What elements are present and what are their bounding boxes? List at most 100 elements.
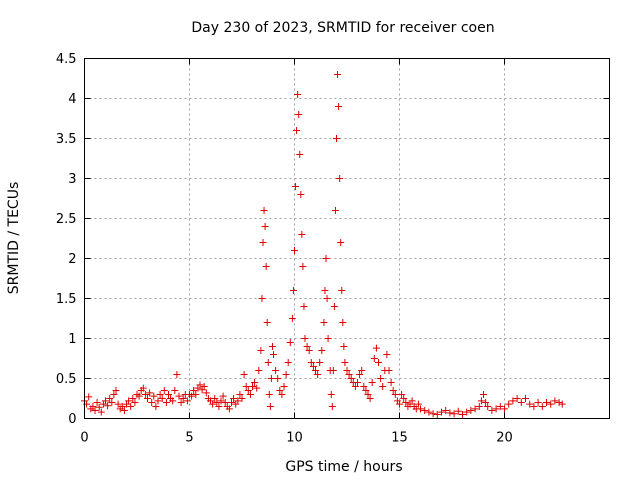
data-point [177, 399, 185, 406]
x-tick-label: 5 [185, 431, 193, 446]
x-tick-label: 10 [286, 431, 303, 446]
data-point [139, 384, 147, 392]
y-tick-label: 0 [68, 412, 76, 427]
data-point [297, 191, 305, 198]
data-point [305, 347, 313, 354]
data-point [150, 392, 158, 400]
data-point [288, 315, 296, 322]
data-point [171, 387, 179, 394]
data-point [385, 367, 393, 374]
data-point [377, 375, 385, 382]
data-point [316, 359, 324, 366]
data-point [446, 409, 454, 417]
data-point [255, 367, 263, 374]
data-point [112, 387, 120, 394]
data-point [335, 103, 343, 110]
data-point [375, 359, 382, 366]
data-point [295, 111, 303, 118]
data-point [360, 383, 368, 390]
y-tick-label: 4 [68, 92, 76, 107]
data-point [221, 399, 229, 406]
data-point [272, 367, 280, 374]
data-point [104, 402, 112, 410]
data-point [345, 371, 353, 378]
data-point [118, 403, 126, 410]
data-point [442, 407, 450, 414]
x-axis-label: GPS time / hours [285, 459, 402, 475]
data-point [165, 391, 172, 398]
data-point [517, 399, 525, 406]
data-point [509, 397, 517, 405]
data-point [324, 335, 332, 342]
data-point [366, 395, 374, 402]
data-point [298, 231, 306, 238]
data-point [347, 375, 355, 382]
data-point [513, 395, 521, 402]
data-point [263, 319, 271, 326]
data-point [538, 403, 546, 410]
y-tick-label: 1 [68, 332, 76, 347]
data-point [108, 399, 116, 406]
data-point [240, 371, 248, 378]
data-point [244, 387, 252, 394]
data-point [289, 287, 297, 294]
data-point [291, 247, 298, 254]
data-point [358, 367, 366, 374]
data-point [135, 392, 143, 400]
data-point [202, 389, 210, 397]
data-point [146, 389, 154, 397]
data-point [364, 391, 372, 398]
data-point [387, 379, 395, 386]
data-point [379, 383, 387, 390]
data-point [402, 399, 410, 406]
data-point [389, 387, 397, 394]
data-point [477, 397, 485, 405]
data-point [266, 403, 274, 410]
data-point [323, 295, 331, 302]
data-point [547, 400, 555, 408]
data-point [173, 371, 181, 378]
data-point [156, 391, 164, 398]
data-point [433, 411, 441, 418]
data-point [329, 367, 337, 374]
data-point [253, 384, 261, 392]
data-point [242, 383, 250, 390]
data-point [522, 395, 529, 402]
data-point [425, 408, 433, 416]
data-point [236, 391, 244, 398]
data-point [127, 403, 135, 410]
data-point [558, 400, 566, 408]
data-point [141, 391, 149, 398]
data-point [125, 397, 133, 405]
y-tick-label: 4.5 [56, 52, 77, 67]
data-point [110, 391, 118, 398]
data-point [282, 371, 290, 378]
data-point [320, 319, 328, 326]
data-point [228, 399, 235, 406]
data-point [417, 405, 424, 413]
data-point [340, 343, 348, 350]
data-point [408, 397, 416, 405]
data-point [356, 371, 364, 378]
data-point [429, 410, 437, 418]
y-tick-label: 1.5 [56, 292, 77, 307]
data-point [300, 303, 308, 310]
data-point [296, 151, 304, 158]
data-point [438, 408, 445, 416]
data-point [188, 392, 196, 400]
data-point [303, 343, 311, 350]
data-point [280, 383, 288, 390]
data-point [249, 383, 256, 390]
data-point [246, 391, 254, 398]
data-point [351, 383, 359, 390]
data-point [454, 407, 462, 415]
data-point [260, 207, 268, 214]
x-tick-label: 0 [80, 431, 88, 446]
data-point [414, 400, 422, 408]
data-point [467, 407, 475, 414]
data-point [234, 397, 242, 405]
data-point [230, 395, 238, 402]
data-points [81, 71, 566, 418]
data-point [292, 183, 300, 190]
data-point [362, 387, 370, 394]
